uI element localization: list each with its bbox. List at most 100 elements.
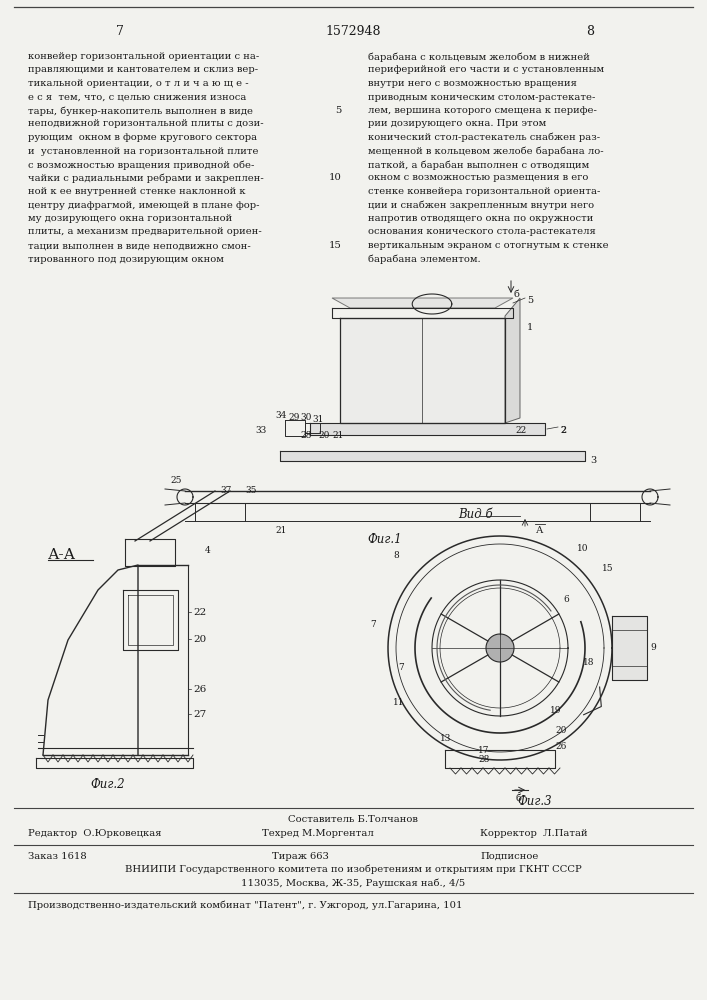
Text: Фиг.3: Фиг.3 bbox=[518, 795, 552, 808]
Text: 18: 18 bbox=[583, 658, 595, 667]
Text: Корректор  Л.Патай: Корректор Л.Патай bbox=[480, 829, 588, 838]
Text: 1572948: 1572948 bbox=[325, 25, 381, 38]
Text: Подписное: Подписное bbox=[480, 852, 538, 861]
Text: 9: 9 bbox=[650, 643, 656, 652]
Text: 1: 1 bbox=[527, 323, 533, 332]
Polygon shape bbox=[332, 298, 513, 308]
Text: 15: 15 bbox=[602, 564, 614, 573]
Text: 8: 8 bbox=[586, 25, 594, 38]
Text: чайки с радиальными ребрами и закреплен-: чайки с радиальными ребрами и закреплен- bbox=[28, 174, 264, 183]
Text: 30: 30 bbox=[300, 413, 311, 422]
Text: е с я  тем, что, с целью снижения износа: е с я тем, что, с целью снижения износа bbox=[28, 93, 246, 102]
Text: 25: 25 bbox=[170, 476, 182, 485]
Text: тикальной ориентации, о т л и ч а ю щ е -: тикальной ориентации, о т л и ч а ю щ е … bbox=[28, 79, 249, 88]
Text: основания конического стола-растекателя: основания конического стола-растекателя bbox=[368, 228, 596, 236]
Text: 7: 7 bbox=[370, 620, 375, 629]
Text: 5: 5 bbox=[336, 106, 342, 115]
Text: 37: 37 bbox=[220, 486, 231, 495]
Text: 17: 17 bbox=[478, 746, 489, 755]
Text: тары, бункер-накопитель выполнен в виде: тары, бункер-накопитель выполнен в виде bbox=[28, 106, 253, 115]
Text: 11: 11 bbox=[393, 698, 404, 707]
Text: Составитель Б.Толчанов: Составитель Б.Толчанов bbox=[288, 815, 418, 824]
Text: 8: 8 bbox=[393, 551, 399, 560]
Text: 31: 31 bbox=[312, 415, 323, 424]
Text: и  установленной на горизонтальной плите: и установленной на горизонтальной плите bbox=[28, 146, 259, 155]
Text: 13: 13 bbox=[440, 734, 451, 743]
Text: б: б bbox=[513, 290, 519, 299]
Text: внутри него с возможностью вращения: внутри него с возможностью вращения bbox=[368, 79, 577, 88]
Text: вертикальным экраном с отогнутым к стенке: вертикальным экраном с отогнутым к стенк… bbox=[368, 241, 609, 250]
Text: Редактор  О.Юрковецкая: Редактор О.Юрковецкая bbox=[28, 829, 161, 838]
Text: мещенной в кольцевом желобе барабана ло-: мещенной в кольцевом желобе барабана ло- bbox=[368, 146, 604, 156]
Text: рии дозирующего окна. При этом: рии дозирующего окна. При этом bbox=[368, 119, 547, 128]
Text: ции и снабжен закрепленным внутри него: ции и снабжен закрепленным внутри него bbox=[368, 200, 594, 210]
Text: му дозирующего окна горизонтальной: му дозирующего окна горизонтальной bbox=[28, 214, 233, 223]
Polygon shape bbox=[486, 634, 514, 662]
Text: 26: 26 bbox=[193, 685, 206, 694]
Text: приводным коническим столом-растекате-: приводным коническим столом-растекате- bbox=[368, 93, 595, 102]
Text: барабана элементом.: барабана элементом. bbox=[368, 254, 481, 264]
Text: Тираж 663: Тираж 663 bbox=[272, 852, 329, 861]
Text: лем, вершина которого смещена к перифе-: лем, вершина которого смещена к перифе- bbox=[368, 106, 597, 115]
Text: 6: 6 bbox=[563, 595, 568, 604]
Polygon shape bbox=[310, 423, 545, 435]
Text: периферийной его части и с установленным: периферийной его части и с установленным bbox=[368, 66, 604, 75]
Text: 19: 19 bbox=[550, 706, 561, 715]
Text: А-А: А-А bbox=[48, 548, 76, 562]
Text: Производственно-издательский комбинат "Патент", г. Ужгород, ул.Гагарина, 101: Производственно-издательский комбинат "П… bbox=[28, 900, 462, 910]
Text: паткой, а барабан выполнен с отводящим: паткой, а барабан выполнен с отводящим bbox=[368, 160, 589, 169]
Text: 113035, Москва, Ж-35, Раушская наб., 4/5: 113035, Москва, Ж-35, Раушская наб., 4/5 bbox=[241, 878, 465, 888]
Text: Фиг.2: Фиг.2 bbox=[90, 778, 125, 791]
Text: 4: 4 bbox=[205, 546, 211, 555]
Text: конвейер горизонтальной ориентации с на-: конвейер горизонтальной ориентации с на- bbox=[28, 52, 259, 61]
Text: 28: 28 bbox=[300, 431, 311, 440]
Text: 20: 20 bbox=[193, 635, 206, 644]
Text: А: А bbox=[537, 526, 544, 535]
Text: барабана с кольцевым желобом в нижней: барабана с кольцевым желобом в нижней bbox=[368, 52, 590, 62]
Text: Вид б: Вид б bbox=[457, 508, 492, 521]
Text: Фиг.1: Фиг.1 bbox=[368, 533, 402, 546]
Text: конический стол-растекатель снабжен раз-: конический стол-растекатель снабжен раз- bbox=[368, 133, 600, 142]
Text: 5: 5 bbox=[527, 296, 533, 305]
Text: ВНИИПИ Государственного комитета по изобретениям и открытиям при ГКНТ СССР: ВНИИПИ Государственного комитета по изоб… bbox=[124, 865, 581, 874]
Text: с возможностью вращения приводной обе-: с возможностью вращения приводной обе- bbox=[28, 160, 255, 169]
Text: стенке конвейера горизонтальной ориента-: стенке конвейера горизонтальной ориента- bbox=[368, 187, 600, 196]
Text: 20: 20 bbox=[318, 431, 329, 440]
Text: 3: 3 bbox=[590, 456, 596, 465]
Text: 27: 27 bbox=[193, 710, 206, 719]
Polygon shape bbox=[280, 451, 585, 461]
Text: 20: 20 bbox=[555, 726, 566, 735]
Text: 34: 34 bbox=[275, 411, 286, 420]
Text: 21: 21 bbox=[332, 431, 344, 440]
Text: 7: 7 bbox=[398, 663, 404, 672]
Text: 2: 2 bbox=[560, 426, 566, 435]
Text: ной к ее внутренней стенке наклонной к: ной к ее внутренней стенке наклонной к bbox=[28, 187, 245, 196]
Text: 29: 29 bbox=[288, 413, 299, 422]
Text: тации выполнен в виде неподвижно смон-: тации выполнен в виде неподвижно смон- bbox=[28, 241, 251, 250]
Text: 10: 10 bbox=[329, 174, 342, 182]
Text: 10: 10 bbox=[577, 544, 588, 553]
Text: 22: 22 bbox=[515, 426, 526, 435]
Polygon shape bbox=[612, 616, 647, 680]
Text: окном с возможностью размещения в его: окном с возможностью размещения в его bbox=[368, 174, 588, 182]
Text: плиты, а механизм предварительной ориен-: плиты, а механизм предварительной ориен- bbox=[28, 228, 262, 236]
Text: центру диафрагмой, имеющей в плане фор-: центру диафрагмой, имеющей в плане фор- bbox=[28, 200, 259, 210]
Text: 2: 2 bbox=[560, 426, 566, 435]
Text: б: б bbox=[516, 794, 522, 803]
Text: 22: 22 bbox=[193, 608, 206, 617]
Polygon shape bbox=[505, 298, 520, 423]
Text: 28: 28 bbox=[478, 755, 489, 764]
Text: 15: 15 bbox=[329, 241, 342, 250]
Text: Заказ 1618: Заказ 1618 bbox=[28, 852, 87, 861]
Text: 7: 7 bbox=[116, 25, 124, 38]
Text: тированного под дозирующим окном: тированного под дозирующим окном bbox=[28, 254, 224, 263]
Text: рующим  окном в форме кругового сектора: рующим окном в форме кругового сектора bbox=[28, 133, 257, 142]
Text: правляющими и кантователем и склиз вер-: правляющими и кантователем и склиз вер- bbox=[28, 66, 258, 75]
Text: неподвижной горизонтальной плиты с дози-: неподвижной горизонтальной плиты с дози- bbox=[28, 119, 264, 128]
Polygon shape bbox=[340, 318, 505, 423]
Text: 21: 21 bbox=[275, 526, 286, 535]
Text: 33: 33 bbox=[255, 426, 267, 435]
Text: Техред М.Моргентал: Техред М.Моргентал bbox=[262, 829, 374, 838]
Text: 26: 26 bbox=[555, 742, 566, 751]
Text: напротив отводящего окна по окружности: напротив отводящего окна по окружности bbox=[368, 214, 593, 223]
